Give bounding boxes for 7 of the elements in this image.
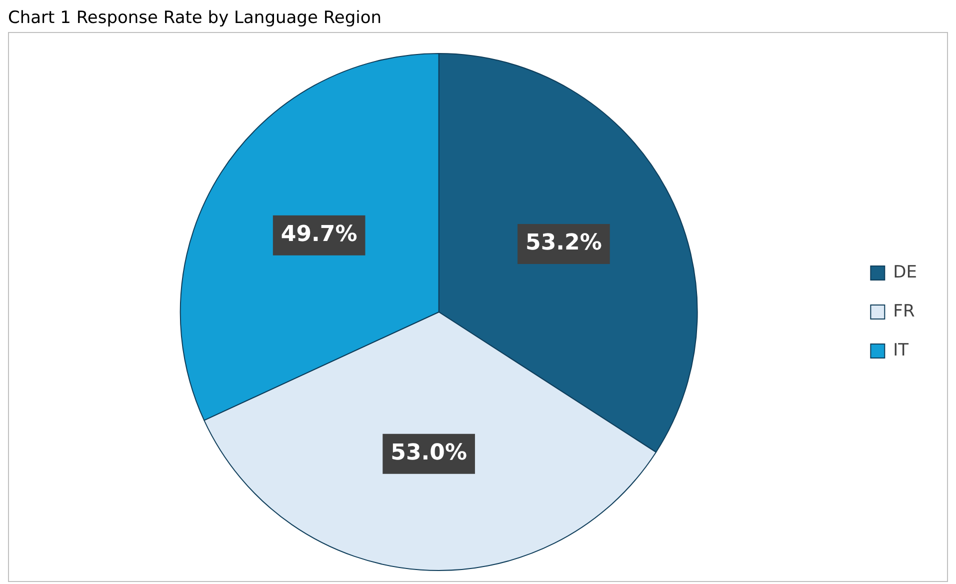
- chart-title: Chart 1 Response Rate by Language Region: [8, 8, 383, 28]
- data-label: 53.2%: [526, 230, 602, 256]
- legend-label: FR: [893, 301, 915, 322]
- legend-label: DE: [893, 262, 918, 282]
- data-label: 53.0%: [390, 440, 467, 466]
- legend-label: IT: [893, 340, 910, 360]
- data-label: 49.7%: [280, 222, 358, 248]
